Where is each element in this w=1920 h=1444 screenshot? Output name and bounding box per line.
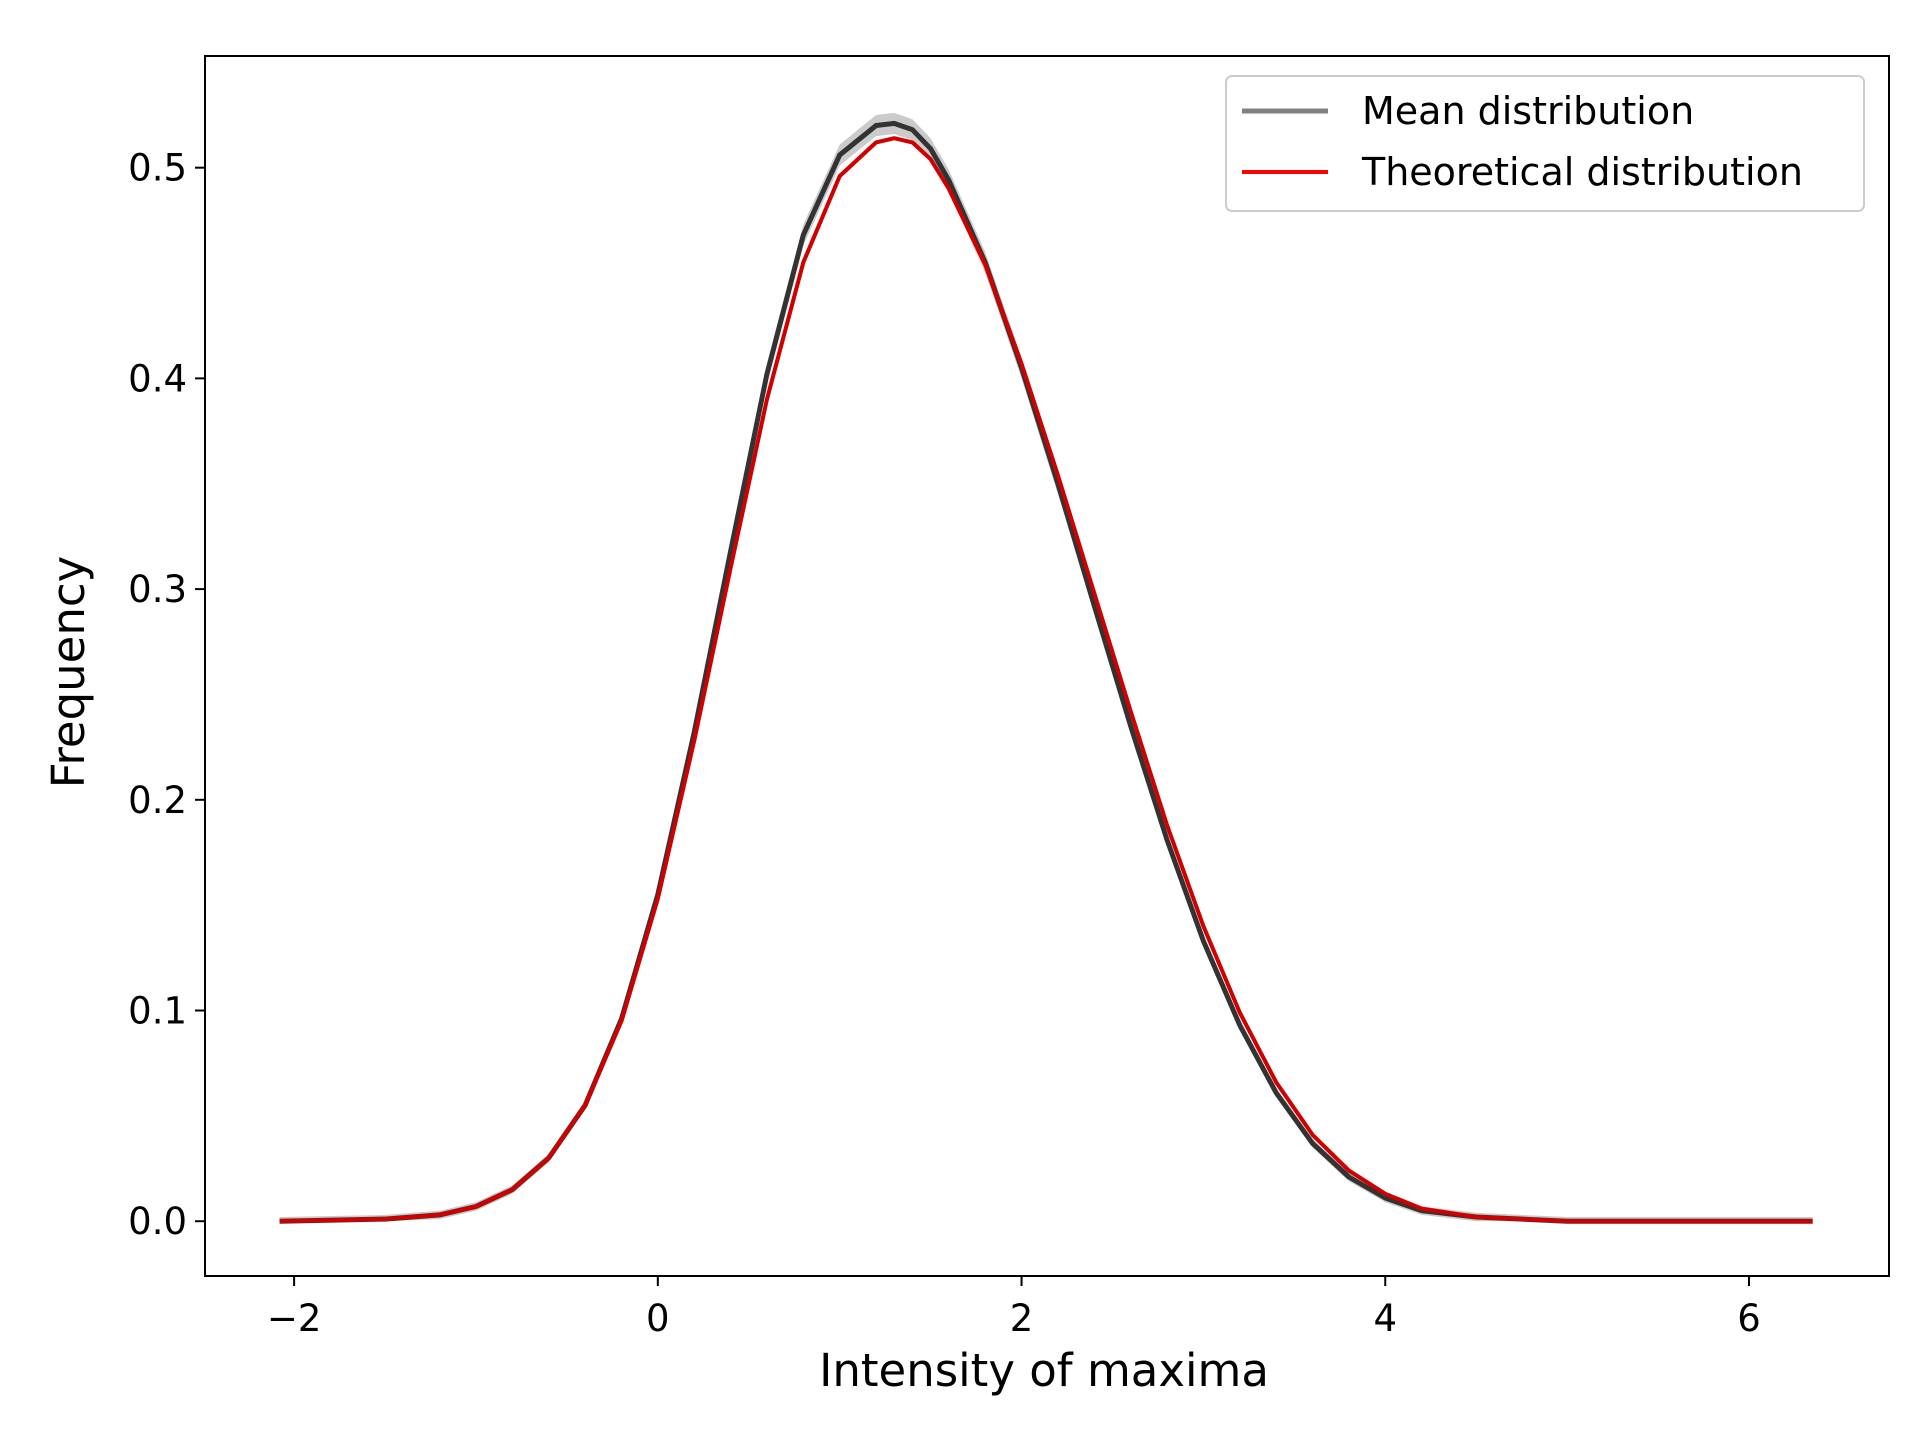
axes-frame bbox=[204, 55, 1890, 1277]
y-tick-label: 0.1 bbox=[128, 990, 187, 1033]
y-tick-label: 0.0 bbox=[128, 1200, 187, 1243]
legend-label-mean-distribution: Mean distribution bbox=[1362, 89, 1694, 133]
x-tick-label: 4 bbox=[1373, 1297, 1397, 1340]
x-axis-label: Intensity of maxima bbox=[819, 1344, 1269, 1397]
x-tick-label: 2 bbox=[1010, 1297, 1034, 1340]
x-tick-label: 0 bbox=[646, 1297, 670, 1340]
theoretical-distribution-line bbox=[279, 136, 1813, 1224]
y-tick-label: 0.5 bbox=[128, 147, 187, 190]
plot-layer bbox=[279, 112, 1813, 1224]
overlap-line bbox=[279, 136, 1813, 1224]
legend-label-theoretical-distribution: Theoretical distribution bbox=[1361, 150, 1803, 194]
y-axis-label: Frequency bbox=[42, 556, 95, 788]
x-tick-label: −2 bbox=[267, 1297, 322, 1340]
y-tick-label: 0.3 bbox=[128, 568, 187, 611]
y-tick-label: 0.2 bbox=[128, 779, 187, 822]
legend: Mean distribution Theoretical distributi… bbox=[1225, 75, 1865, 212]
x-tick-label: 6 bbox=[1737, 1297, 1761, 1340]
y-tick-label: 0.4 bbox=[128, 357, 187, 400]
axes-layer: −2 0 2 4 6 0.0 0.1 0.2 0.3 0.4 0.5 bbox=[128, 55, 1890, 1340]
series-group bbox=[279, 112, 1813, 1224]
legend-box bbox=[1225, 75, 1865, 212]
